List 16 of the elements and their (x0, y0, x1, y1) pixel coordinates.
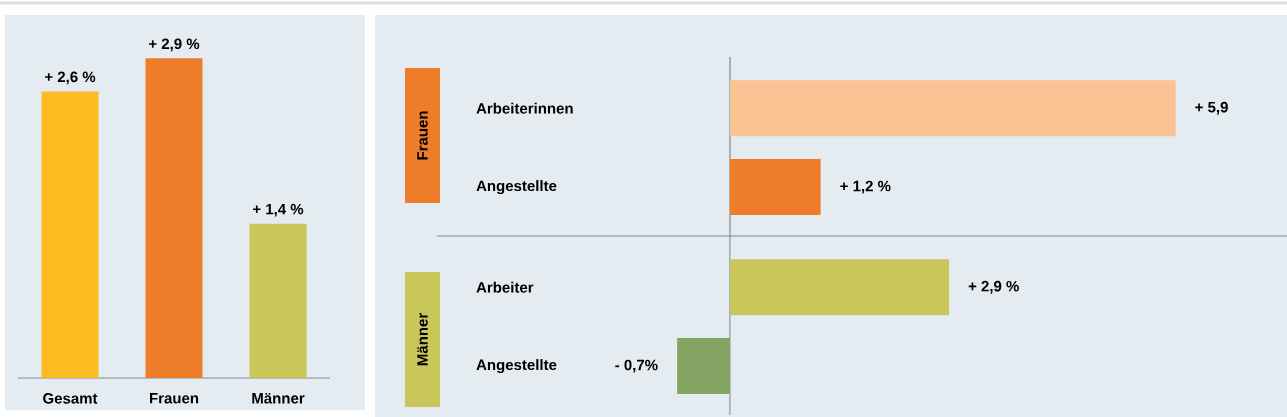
x-tick-label: Gesamt (43, 393, 98, 404)
text: Frauen (417, 111, 428, 160)
y-tick-label: Angestellte (476, 180, 557, 195)
text: Männer (417, 313, 428, 366)
data-label: + 1,4 % (252, 203, 304, 217)
data-label: + 2,9 % (149, 38, 200, 52)
y-tick-label: Arbeiterinnen (476, 102, 573, 114)
data-label: + 2,6 % (45, 71, 96, 85)
x-tick-label: Männer (252, 393, 305, 404)
data-label: + 5,9 (1195, 101, 1228, 115)
data-label: + 1,2 % (840, 180, 891, 194)
x-tick-label: Frauen (150, 393, 199, 404)
data-label: - 0,7% (615, 359, 658, 373)
y-tick-label: Arbeiter (476, 281, 534, 293)
y-tick-label: Angestellte (476, 359, 557, 374)
data-label: + 2,9 % (968, 280, 1019, 294)
